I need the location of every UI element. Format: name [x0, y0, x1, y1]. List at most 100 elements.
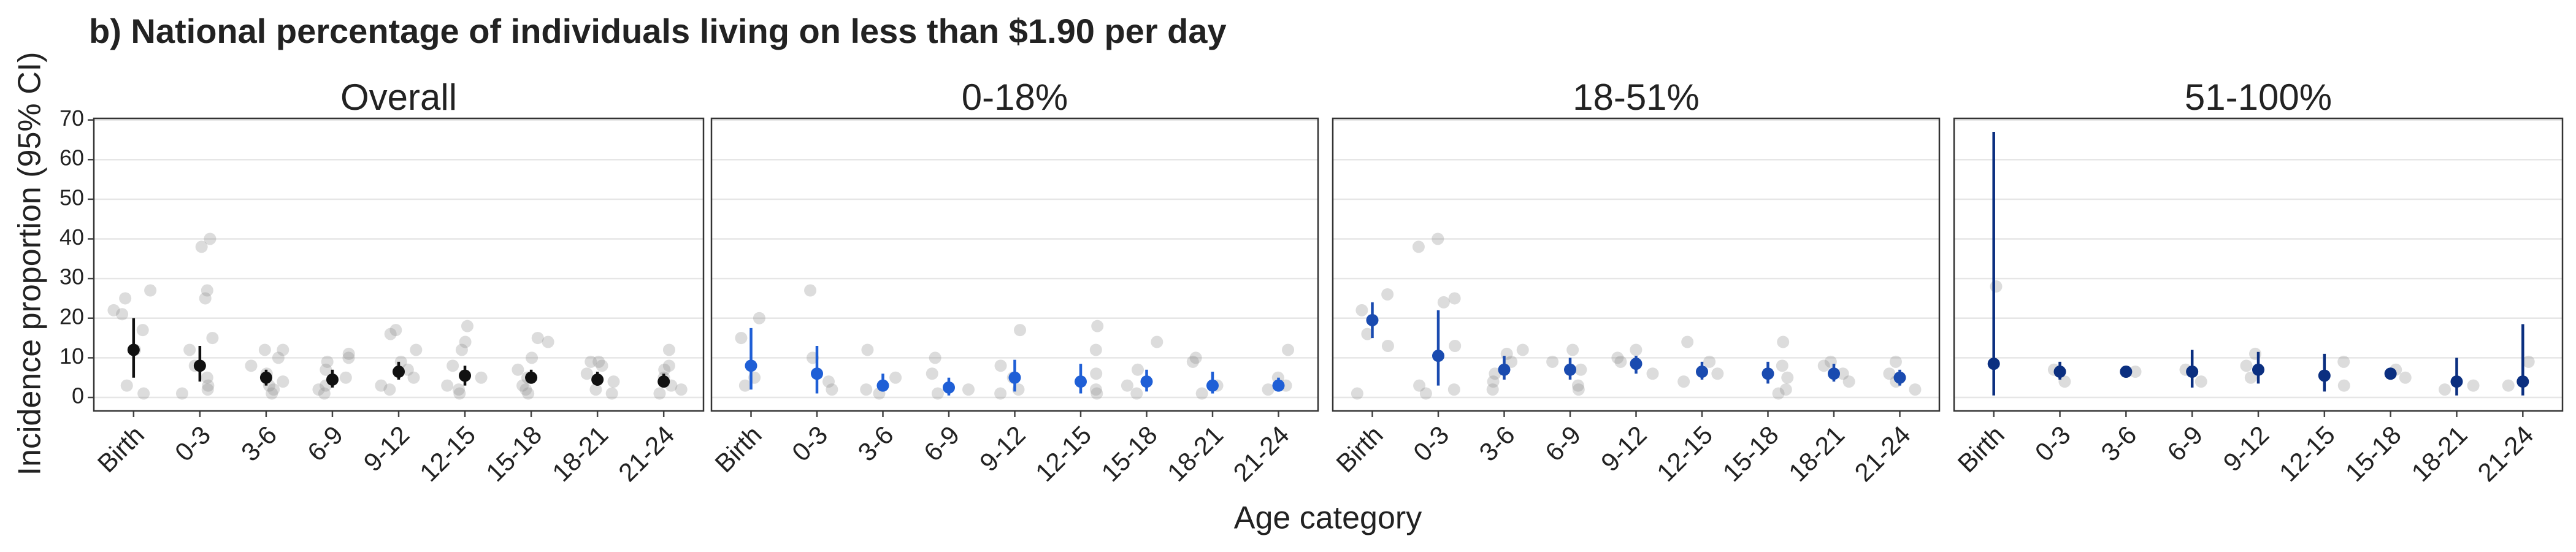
estimate-point — [1432, 350, 1444, 362]
observation-point — [2240, 359, 2253, 372]
estimate-point — [2450, 375, 2463, 388]
estimate-point — [943, 381, 955, 394]
estimate-point — [1761, 367, 1774, 380]
observation-point — [318, 387, 331, 400]
x-tick-label: 18-21 — [2405, 420, 2472, 487]
observation-point — [1447, 383, 1460, 396]
observation-point — [1777, 335, 1790, 348]
observation-point — [662, 359, 675, 372]
x-tick-label: 0-3 — [786, 420, 833, 467]
observation-point — [342, 347, 355, 360]
observation-point — [519, 383, 532, 396]
estimate-point — [259, 371, 272, 384]
observation-point — [201, 383, 214, 396]
panel-border — [1953, 117, 2564, 412]
x-tick-label: 21-24 — [613, 420, 680, 487]
observation-point — [1630, 343, 1643, 356]
x-tick-label: 12-15 — [1030, 420, 1097, 487]
observation-point — [675, 383, 688, 396]
observation-point — [410, 343, 423, 356]
observation-point — [1486, 383, 1499, 396]
estimate-point — [393, 366, 405, 378]
observation-point — [1516, 343, 1529, 356]
observation-point — [136, 324, 149, 337]
estimate-point — [2053, 366, 2066, 378]
observation-point — [407, 371, 420, 384]
observation-point — [475, 371, 488, 384]
strip-background — [94, 83, 703, 117]
estimate-point — [2252, 363, 2264, 376]
observation-point — [735, 332, 748, 345]
strip-background — [1954, 83, 2563, 117]
observation-point — [204, 232, 217, 245]
observation-point — [120, 379, 133, 392]
observation-point — [1262, 383, 1275, 396]
observation-point — [2195, 375, 2207, 388]
observation-point — [1909, 383, 1922, 396]
observation-point — [202, 379, 215, 392]
panel-border — [93, 117, 705, 412]
observation-point — [461, 320, 473, 332]
observation-point — [267, 383, 280, 396]
estimate-point — [127, 343, 140, 356]
estimate-point — [193, 359, 206, 372]
panel-border — [710, 117, 1319, 412]
observation-point — [1817, 359, 1830, 372]
observation-point — [804, 284, 817, 297]
observation-point — [658, 363, 671, 376]
observation-point — [339, 371, 352, 384]
observation-point — [826, 383, 838, 396]
observation-point — [605, 387, 618, 400]
observation-point — [1381, 340, 1394, 352]
estimate-point — [1987, 358, 2000, 370]
observation-point — [753, 312, 765, 324]
observation-point — [320, 363, 332, 376]
y-tick-label: 30 — [59, 264, 84, 289]
observation-point — [585, 355, 597, 368]
x-tick-label: 3-6 — [853, 420, 899, 467]
estimate-point — [326, 373, 339, 386]
observation-point — [662, 343, 675, 356]
observation-point — [2439, 383, 2451, 396]
observation-point — [1355, 304, 1368, 316]
estimate-point — [1272, 379, 1285, 392]
observation-point — [175, 387, 188, 400]
observation-point — [1282, 343, 1295, 356]
observation-point — [1677, 375, 1690, 388]
observation-point — [455, 343, 468, 356]
estimate-point — [459, 369, 472, 382]
observation-point — [107, 304, 120, 316]
observation-point — [1132, 363, 1144, 376]
x-tick-label: Birth — [1952, 420, 2010, 478]
observation-point — [822, 375, 835, 388]
observation-point — [1611, 351, 1624, 364]
observation-point — [512, 363, 524, 376]
x-tick-label: 18-21 — [546, 420, 613, 487]
observation-point — [526, 351, 539, 364]
observation-point — [119, 292, 132, 305]
observation-point — [1772, 387, 1785, 400]
estimate-point — [876, 379, 889, 392]
observation-point — [1381, 288, 1394, 301]
observation-point — [459, 335, 472, 348]
observation-point — [1836, 367, 1849, 380]
observation-point — [144, 284, 157, 297]
observation-point — [383, 383, 396, 396]
chart-title: b) National percentage of individuals li… — [89, 12, 1227, 50]
observation-point — [531, 332, 544, 345]
y-tick-label: 10 — [59, 343, 84, 369]
observation-point — [580, 367, 593, 380]
observation-point — [1889, 355, 1902, 368]
estimate-point — [2384, 367, 2397, 380]
observation-point — [375, 379, 388, 392]
observation-point — [1883, 367, 1896, 380]
observation-point — [312, 383, 325, 396]
estimate-point — [1366, 313, 1379, 326]
observation-point — [607, 375, 620, 388]
estimate-point — [1696, 366, 1708, 378]
observation-point — [272, 351, 285, 364]
observation-point — [277, 343, 289, 356]
estimate-point — [1008, 371, 1021, 384]
panel-border — [1332, 117, 1941, 412]
